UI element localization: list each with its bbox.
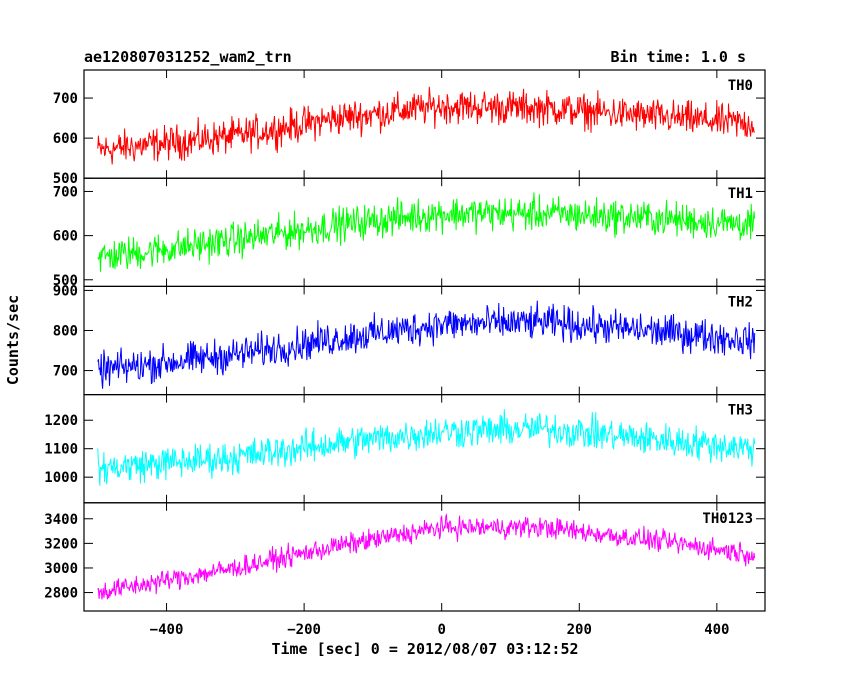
- panel-th1: 500 600 700 TH1: [53, 177, 766, 289]
- panel-th3: 1000 1100 1200 TH3: [44, 394, 766, 504]
- panel-label: TH2: [728, 294, 753, 310]
- chart-title: ae120807031252_wam2_trn: [84, 48, 292, 66]
- panel-th0: 500 600 700 TH0: [53, 69, 766, 187]
- x-axis: −400 −200 0 200 400: [150, 622, 730, 638]
- panel-frame: [83, 285, 766, 396]
- x-tick-label: 200: [567, 622, 592, 638]
- y-tick-label: 1000: [44, 470, 78, 486]
- panel-label: TH0: [728, 78, 753, 94]
- y-tick-label: 3000: [44, 561, 78, 577]
- y-tick-label: 600: [53, 229, 78, 245]
- panel-label: TH3: [728, 403, 753, 419]
- series-line-th3: [97, 409, 756, 486]
- x-axis-label: Time [sec] 0 = 2012/08/07 03:12:52: [271, 640, 578, 658]
- y-tick-label: 700: [53, 91, 78, 107]
- panel-th0123: 2800 3000 3200 3400 TH0123: [44, 502, 766, 612]
- y-tick-label: 2800: [44, 586, 78, 602]
- panel-label: TH1: [728, 186, 753, 202]
- series-line-th1: [97, 192, 756, 272]
- y-tick-label: 800: [53, 323, 78, 339]
- panel-frame: [83, 502, 766, 612]
- y-tick-label: 500: [53, 171, 78, 187]
- series-line-th0123: [97, 512, 756, 600]
- y-tick-label: 900: [53, 283, 78, 299]
- y-tick-label: 700: [53, 364, 78, 380]
- y-tick-label: 500: [53, 273, 78, 289]
- x-tick-label: 400: [704, 622, 729, 638]
- y-tick-label: 1200: [44, 413, 78, 429]
- y-tick-label: 3200: [44, 536, 78, 552]
- y-axis-label: Counts/sec: [4, 295, 22, 385]
- panel-stack: 500 600 700 TH0 500 600 700 TH1 700 800 900 TH2 1000…: [44, 69, 766, 612]
- series-line-th2: [97, 300, 756, 389]
- y-tick-label: 1100: [44, 442, 78, 458]
- series-line-th0: [97, 86, 756, 165]
- panel-frame: [83, 394, 766, 504]
- panel-label: TH0123: [702, 511, 753, 527]
- x-tick-label: −200: [287, 622, 321, 638]
- panel-th2: 700 800 900 TH2: [53, 283, 766, 396]
- x-tick-label: −400: [150, 622, 184, 638]
- y-tick-label: 600: [53, 131, 78, 147]
- y-tick-label: 700: [53, 184, 78, 200]
- bin-time-label: Bin time: 1.0 s: [611, 48, 746, 66]
- y-tick-label: 3400: [44, 512, 78, 528]
- x-tick-label: 0: [437, 622, 445, 638]
